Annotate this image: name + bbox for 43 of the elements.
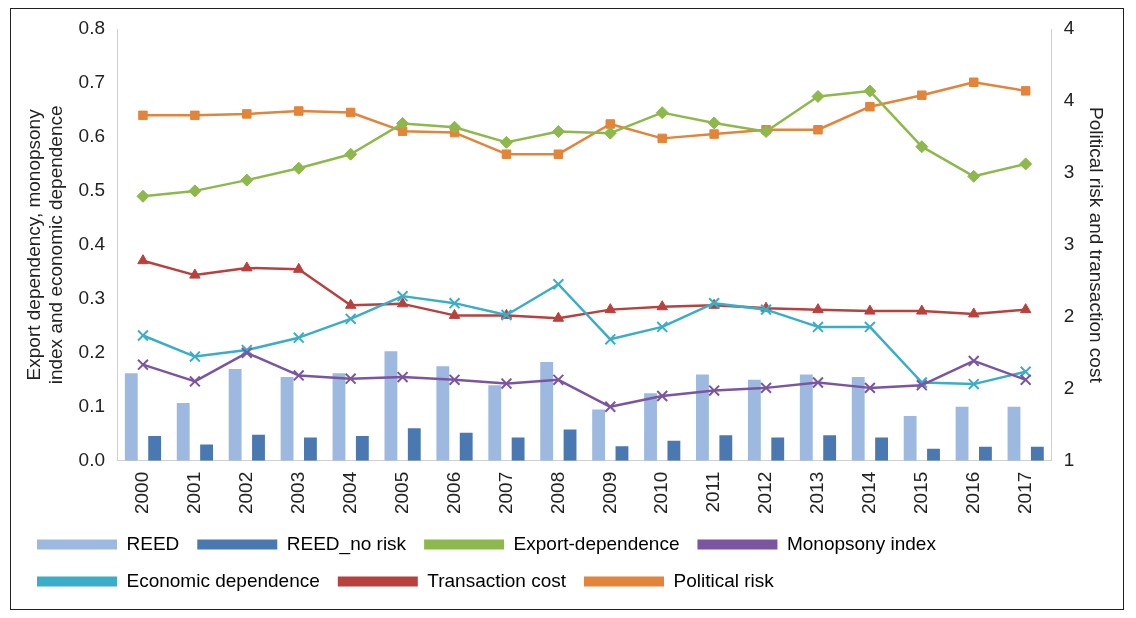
x-tick-label: 2015 bbox=[910, 471, 932, 515]
x-tick-label: 2011 bbox=[702, 471, 724, 513]
y2-tick-label: 2 bbox=[1063, 377, 1075, 399]
x-tick-label: 2016 bbox=[961, 471, 983, 515]
y-tick-label: 0.4 bbox=[78, 233, 106, 255]
y2-tick-label: 4 bbox=[1063, 17, 1075, 39]
x-tick-label: 2014 bbox=[858, 471, 880, 515]
x-tick-label: 2002 bbox=[235, 471, 257, 515]
y2-tick-label: 3 bbox=[1063, 161, 1075, 183]
y-tick-label: 0.0 bbox=[78, 448, 106, 470]
x-tick-label: 2001 bbox=[183, 471, 205, 515]
y-tick-label: 0.2 bbox=[78, 341, 106, 363]
y-tick-label: 0.5 bbox=[78, 179, 106, 201]
legend-label: REED_no risk bbox=[286, 532, 407, 555]
x-tick-label: 2009 bbox=[598, 471, 620, 515]
x-tick-label: 2006 bbox=[442, 471, 464, 515]
x-tick-label: 2007 bbox=[494, 471, 516, 515]
legend-label: REED bbox=[126, 532, 180, 554]
y-tick-label: 0.8 bbox=[78, 17, 106, 39]
x-tick-label: 2003 bbox=[286, 471, 308, 515]
legend-label: Export-dependence bbox=[513, 532, 680, 554]
x-tick-label: 2013 bbox=[806, 471, 828, 515]
x-tick-label: 2010 bbox=[650, 471, 672, 515]
y-tick-label: 0.3 bbox=[78, 287, 106, 309]
y2-tick-label: 3 bbox=[1063, 233, 1075, 255]
y-axis-title: Export dependency, monopsony index and economic dependence bbox=[22, 105, 67, 385]
x-tick-label: 2000 bbox=[131, 471, 153, 515]
legend-label: Economic dependence bbox=[126, 569, 320, 591]
x-tick-label: 2012 bbox=[754, 471, 776, 515]
x-tick-label: 2017 bbox=[1013, 471, 1035, 515]
legend-label: Transaction cost bbox=[427, 569, 567, 591]
y-tick-label: 0.7 bbox=[78, 71, 106, 93]
y-tick-label: 0.1 bbox=[78, 395, 106, 416]
y2-axis-title: Political risk and transaction cost bbox=[1086, 107, 1108, 384]
y2-tick-label: 1 bbox=[1063, 448, 1075, 470]
x-tick-label: 2005 bbox=[390, 471, 412, 515]
legend-label: Political risk bbox=[673, 569, 775, 591]
y2-tick-label: 4 bbox=[1063, 89, 1075, 111]
x-tick-label: 2008 bbox=[546, 471, 568, 515]
y-tick-label: 0.6 bbox=[78, 125, 106, 147]
legend-label: Monopsony index bbox=[786, 532, 937, 554]
y2-tick-label: 2 bbox=[1063, 305, 1075, 327]
x-tick-label: 2004 bbox=[338, 471, 360, 515]
